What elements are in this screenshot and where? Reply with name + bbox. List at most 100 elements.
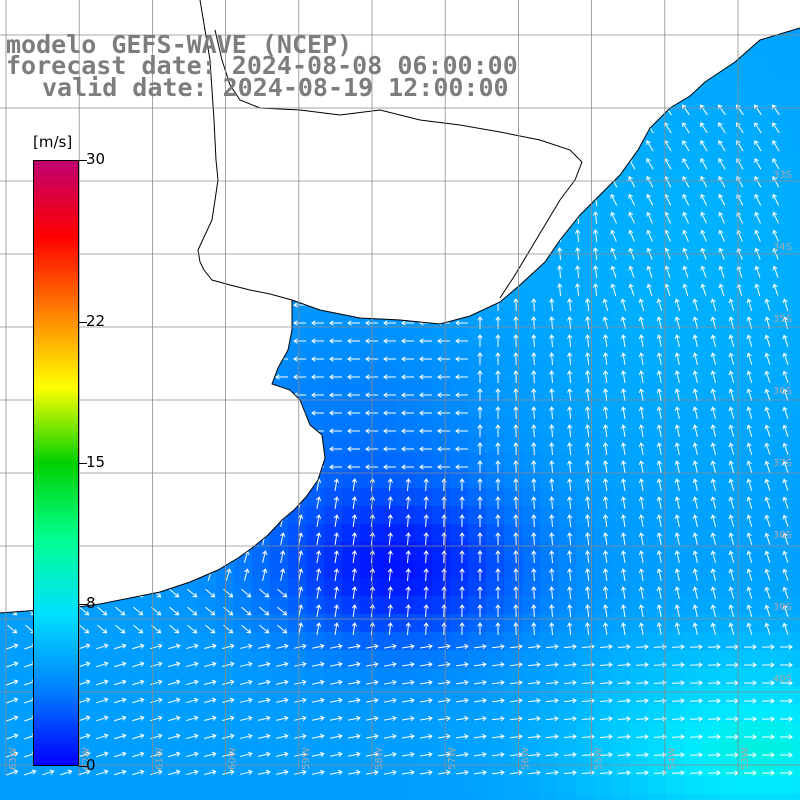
wind-cell bbox=[756, 794, 775, 800]
wind-cell bbox=[468, 794, 487, 800]
wind-cell bbox=[576, 236, 595, 255]
wind-arrow bbox=[728, 622, 735, 635]
wind-arrow bbox=[240, 715, 253, 721]
wind-cell bbox=[792, 794, 800, 800]
wind-cell bbox=[612, 506, 631, 525]
wind-cell bbox=[432, 434, 451, 453]
wind-arrow bbox=[689, 752, 703, 758]
wind-cell bbox=[648, 668, 667, 687]
wind-arrow bbox=[656, 424, 663, 437]
wind-cell bbox=[738, 416, 757, 435]
wind-arrow bbox=[689, 698, 703, 704]
longitude-label: 56W bbox=[520, 747, 531, 770]
wind-arrow bbox=[743, 752, 757, 758]
wind-arrow bbox=[635, 770, 649, 776]
wind-cell bbox=[144, 650, 163, 669]
wind-cell bbox=[486, 632, 505, 651]
wind-cell bbox=[738, 506, 757, 525]
wind-arrow bbox=[333, 550, 340, 564]
wind-cell bbox=[738, 56, 757, 75]
wind-arrow bbox=[351, 532, 358, 546]
wind-cell bbox=[774, 650, 793, 669]
wind-arrow bbox=[599, 770, 613, 776]
wind-cell bbox=[774, 398, 793, 417]
wind-cell bbox=[450, 542, 469, 561]
wind-cell bbox=[378, 560, 397, 579]
wind-cell bbox=[720, 614, 739, 633]
wind-cell bbox=[468, 326, 487, 345]
wind-arrow bbox=[531, 370, 537, 384]
wind-arrow bbox=[351, 586, 358, 600]
wind-cell bbox=[306, 542, 325, 561]
wind-arrow bbox=[782, 532, 789, 545]
wind-cell bbox=[666, 236, 685, 255]
wind-arrow bbox=[671, 662, 685, 668]
wind-arrow bbox=[531, 622, 537, 636]
wind-cell bbox=[630, 596, 649, 615]
wind-cell bbox=[522, 452, 541, 471]
wind-cell bbox=[792, 452, 800, 471]
wind-cell bbox=[324, 434, 343, 453]
wind-cell bbox=[738, 110, 757, 129]
wind-cell bbox=[648, 164, 667, 183]
wind-cell bbox=[234, 758, 253, 777]
wind-cell bbox=[756, 200, 775, 219]
wind-arrow bbox=[96, 643, 109, 650]
wind-cell bbox=[360, 776, 379, 795]
wind-cell bbox=[648, 596, 667, 615]
wind-cell bbox=[594, 218, 613, 237]
wind-arrow bbox=[707, 662, 721, 668]
wind-arrow bbox=[205, 588, 216, 598]
wind-arrow bbox=[241, 588, 252, 598]
wind-arrow bbox=[674, 586, 680, 599]
wind-cell bbox=[468, 632, 487, 651]
wind-arrow bbox=[692, 460, 698, 473]
wind-arrow bbox=[692, 478, 698, 491]
wind-arrow bbox=[259, 624, 270, 634]
wind-arrow bbox=[772, 265, 779, 278]
wind-arrow bbox=[513, 568, 519, 582]
wind-arrow bbox=[495, 334, 501, 348]
wind-cell bbox=[630, 164, 649, 183]
wind-cell bbox=[648, 524, 667, 543]
wind-arrow bbox=[620, 352, 627, 366]
wind-cell bbox=[630, 272, 649, 291]
wind-cell bbox=[720, 398, 739, 417]
wind-arrow bbox=[710, 586, 717, 599]
wind-arrow bbox=[692, 496, 698, 509]
wind-cell bbox=[576, 506, 595, 525]
wind-arrow bbox=[223, 624, 234, 634]
wind-cell bbox=[702, 290, 721, 309]
wind-arrow bbox=[330, 715, 343, 722]
wind-arrow bbox=[384, 769, 397, 776]
wind-arrow bbox=[513, 586, 519, 600]
wind-cell bbox=[306, 668, 325, 687]
wind-cell bbox=[378, 650, 397, 669]
wind-arrow bbox=[710, 478, 717, 491]
wind-cell bbox=[432, 506, 451, 525]
wind-cell bbox=[108, 704, 127, 723]
wind-cell bbox=[612, 344, 631, 363]
wind-arrow bbox=[491, 679, 505, 686]
wind-cell bbox=[378, 398, 397, 417]
wind-arrow bbox=[315, 496, 322, 509]
wind-arrow bbox=[441, 496, 447, 510]
wind-arrow bbox=[114, 733, 127, 740]
wind-cell bbox=[738, 776, 757, 795]
wind-arrow bbox=[204, 751, 217, 758]
wind-arrow bbox=[620, 568, 627, 582]
wind-cell bbox=[720, 758, 739, 777]
wind-arrow bbox=[728, 370, 735, 383]
wind-cell bbox=[738, 398, 757, 417]
wind-cell bbox=[594, 704, 613, 723]
wind-arrow bbox=[664, 265, 671, 278]
wind-arrow bbox=[401, 410, 414, 416]
wind-cell bbox=[774, 740, 793, 759]
wind-arrow bbox=[258, 751, 271, 757]
latitude-label: 36S bbox=[773, 386, 792, 397]
wind-cell bbox=[612, 272, 631, 291]
wind-arrow bbox=[617, 662, 631, 668]
wind-arrow bbox=[419, 661, 433, 668]
wind-cell bbox=[306, 722, 325, 741]
wind-arrow bbox=[402, 769, 415, 776]
